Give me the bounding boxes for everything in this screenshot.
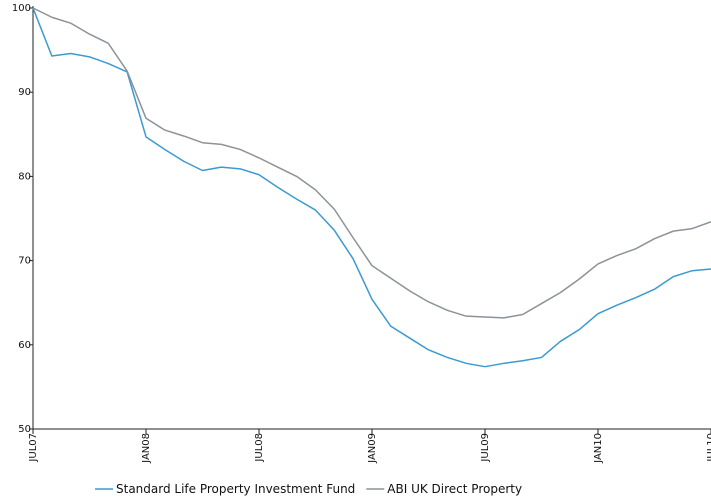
x-axis-ticks: JUL07 JAN08 JUL08 JAN09 JUL09 JAN10 JUL10 bbox=[28, 429, 711, 464]
x-tick-label: JUL09 bbox=[480, 433, 491, 463]
x-tick-label: JAN10 bbox=[593, 433, 604, 464]
x-tick-label: JUL07 bbox=[28, 433, 39, 463]
x-tick-label: JUL08 bbox=[254, 433, 265, 463]
y-tick-label: 70 bbox=[18, 256, 31, 267]
y-tick-label: 100 bbox=[12, 3, 31, 14]
y-tick-label: 60 bbox=[18, 340, 31, 351]
series-line-1 bbox=[32, 7, 711, 368]
y-tick-label: 50 bbox=[18, 424, 31, 435]
y-axis-ticks: 50 60 70 80 90 100 bbox=[12, 3, 33, 435]
x-tick-label: JUL10 bbox=[706, 433, 711, 463]
series-line-2 bbox=[32, 7, 711, 319]
x-tick-label: JAN09 bbox=[367, 433, 378, 464]
chart-axes bbox=[32, 6, 711, 430]
y-tick-label: 90 bbox=[18, 87, 31, 98]
legend-label-2: ABI UK Direct Property bbox=[387, 482, 522, 496]
chart-legend: Standard Life Property Investment Fund AB… bbox=[95, 482, 522, 496]
y-tick-label: 80 bbox=[18, 171, 31, 182]
x-tick-label: JAN08 bbox=[141, 433, 152, 464]
series-lines bbox=[32, 7, 711, 368]
legend-label-1: Standard Life Property Investment Fund bbox=[116, 482, 355, 496]
